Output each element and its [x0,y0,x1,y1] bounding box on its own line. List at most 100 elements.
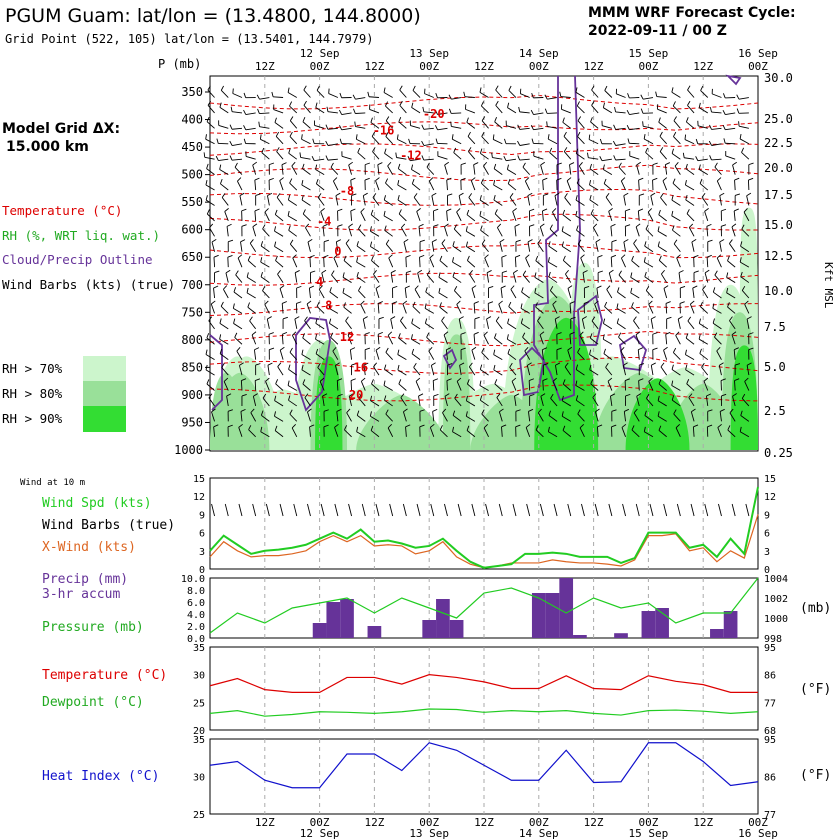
wind-barb-flag [375,346,381,351]
wind-barb [275,260,284,268]
wind-barb-flag [444,223,449,228]
wind-barb-flag [535,255,539,261]
wind-barb [579,335,585,345]
wind-barb-flag [507,348,511,354]
wind-barb-flag [684,180,687,186]
wind-barb [525,427,531,437]
wind-barb [315,322,325,330]
wind-barb-flag [643,257,646,263]
y-tick-label: 86 [764,671,776,682]
wind-barb-flag [589,163,593,169]
wind-barb [274,122,284,129]
wind-barb [458,195,462,206]
wind-barb [703,381,709,391]
wind-barb [237,257,243,268]
wind-barb [699,183,709,191]
wind-barb [383,215,393,222]
wind-barb-flag [499,408,504,413]
wind-barb-flag [471,285,477,289]
wind-barb [330,337,339,345]
surface-wind-barb [252,503,257,517]
wind-barb [294,318,298,329]
wind-barb-flag [317,362,321,368]
wind-barb-flag [322,393,328,397]
wind-barb [550,290,558,299]
wind-barb-flag [508,85,512,91]
wind-barb [345,320,352,330]
wind-barb-flag [564,193,568,198]
wind-barb-flag [481,347,485,353]
wind-barb-flag [460,177,466,181]
height-tick-label: 2.5 [764,404,786,418]
wind-barb-flag [302,163,305,169]
wind-barb [479,92,489,98]
wind-barb [370,230,380,237]
date-label-bottom: 12 Sep [300,827,340,840]
wind-barb-flag [658,209,661,215]
wind-barb [467,260,476,268]
wind-barb-flag [565,269,569,275]
wind-barb [506,125,517,129]
rh80-swatch [83,381,126,406]
wind-barb-flag [527,239,533,243]
wind-barb-flag [494,333,497,339]
wind-barb-flag [339,109,343,115]
surface-wind-barb [704,503,709,517]
wind-barb [608,272,613,283]
wind-barb-flag [638,347,644,351]
wind-barb [309,257,311,268]
wind-barb [718,365,722,376]
wind-barb [480,153,489,160]
wind-barb [507,183,517,191]
surface-wind-barb [649,503,654,517]
surface-wind-barb [416,503,421,517]
wind-barb [336,411,339,422]
wind-barb-flag [542,208,548,212]
wind-barb [456,381,462,391]
wind-barb [507,107,517,114]
wind-barb [423,143,434,146]
surface-wind-barb [608,503,613,517]
wind-barb-flag [317,193,322,198]
wind-barb-flag [226,393,232,397]
wind-barb-flag [335,362,340,366]
wind-barb [438,276,448,283]
wind-barb [562,214,572,222]
time-tick-label-top: 00Z [529,60,549,73]
y-tick-label: 1002 [764,594,788,605]
wind-barb-flag [706,393,712,397]
rh80-label: RH > 80% [2,386,63,401]
wind-barb-flag [537,408,542,414]
wind-barb-flag [561,241,564,247]
height-axis-label: Kft MSL [822,262,835,309]
wind-barb [223,289,229,299]
wind-barb-flag [453,286,458,291]
wind-barb [400,320,407,330]
wind-barb-flag [465,241,469,247]
precip-bar [559,578,574,638]
wind-barb [384,199,393,206]
wind-barb-flag [411,348,415,354]
wind-barb [444,226,448,237]
wind-barb-flag [416,208,421,212]
time-tick-label-top: 12Z [584,60,604,73]
wind-barb-flag [358,393,362,399]
wind-barb-flag [621,423,627,428]
wind-barb-flag [702,285,707,290]
wind-barb-flag [671,148,674,154]
wind-barb [385,352,393,360]
wind-barb-flag [323,409,329,412]
wind-barb-flag [301,134,303,140]
wind-barb [355,126,366,129]
wind-barb-flag [223,285,228,290]
wind-barb [266,318,270,329]
wind-barb [521,291,530,299]
wind-barb-flag [370,395,373,401]
wind-barb-flag [650,316,656,320]
wind-barb-flag [575,148,579,154]
date-label-top: 13 Sep [409,47,449,60]
wind-barb [726,292,736,299]
wind-barb [316,306,325,314]
